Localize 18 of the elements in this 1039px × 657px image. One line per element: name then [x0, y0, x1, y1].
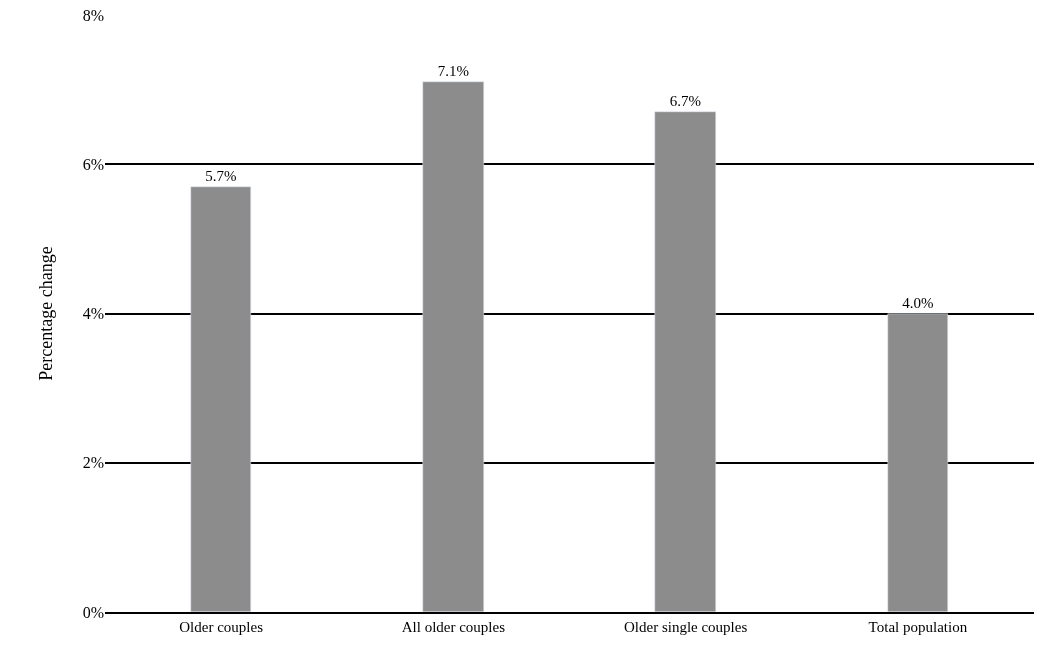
- x-tick-label: All older couples: [401, 618, 506, 635]
- data-label: 6.7%: [669, 92, 701, 109]
- bar: [887, 313, 948, 612]
- data-label: 5.7%: [205, 167, 237, 184]
- y-axis-title: Percentage change: [35, 246, 56, 381]
- y-tick-label: 2%: [82, 454, 104, 472]
- bar: [190, 186, 251, 612]
- x-tick-label: Total population: [868, 618, 968, 635]
- x-tick-label: Older single couples: [623, 618, 748, 635]
- bar: [654, 111, 716, 612]
- bar: [422, 81, 484, 612]
- y-tick-label: 4%: [82, 305, 104, 323]
- y-tick-label: 6%: [82, 155, 104, 173]
- y-tick-label: 0%: [82, 603, 104, 621]
- data-label: 7.1%: [437, 62, 469, 79]
- data-label: 4.0%: [902, 294, 934, 311]
- x-tick-label: Older couples: [179, 618, 264, 635]
- y-tick-label: 8%: [82, 6, 104, 24]
